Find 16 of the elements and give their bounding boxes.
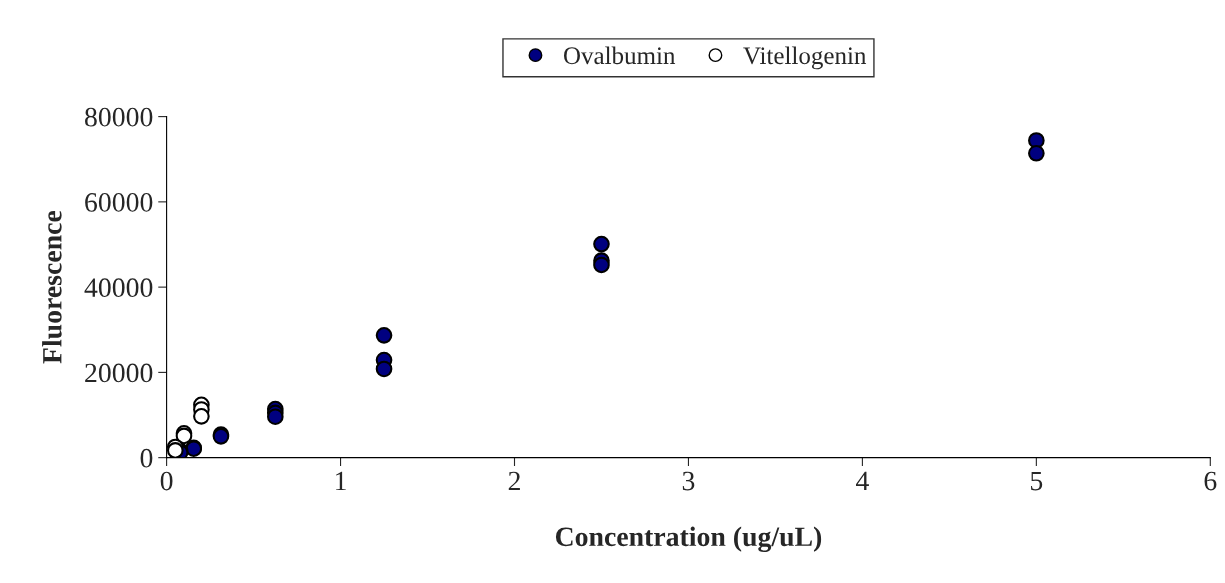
y-tick-label: 0 [140,448,153,468]
y-tick-label: 80000 [85,107,153,127]
x-tick-label: 1 [336,471,346,491]
x-tick-label: 3 [682,471,695,491]
legend-label: Vitellogenin [743,46,867,70]
x-tick-label: 4 [856,471,869,491]
x-tick-label: 2 [508,471,520,491]
x-axis-title: Concentration (ug/uL) [555,526,822,552]
x-tick-label: 6 [1204,471,1217,491]
x-tick-label: 0 [160,471,173,491]
y-tick-label: 60000 [85,193,153,212]
y-tick-label: 40000 [84,278,153,298]
legend-label: Ovalbumin [563,46,676,65]
y-tick-label: 20000 [85,363,153,383]
x-tick-label: 5 [1031,471,1043,491]
y-axis-title: Fluorescence [42,210,62,364]
